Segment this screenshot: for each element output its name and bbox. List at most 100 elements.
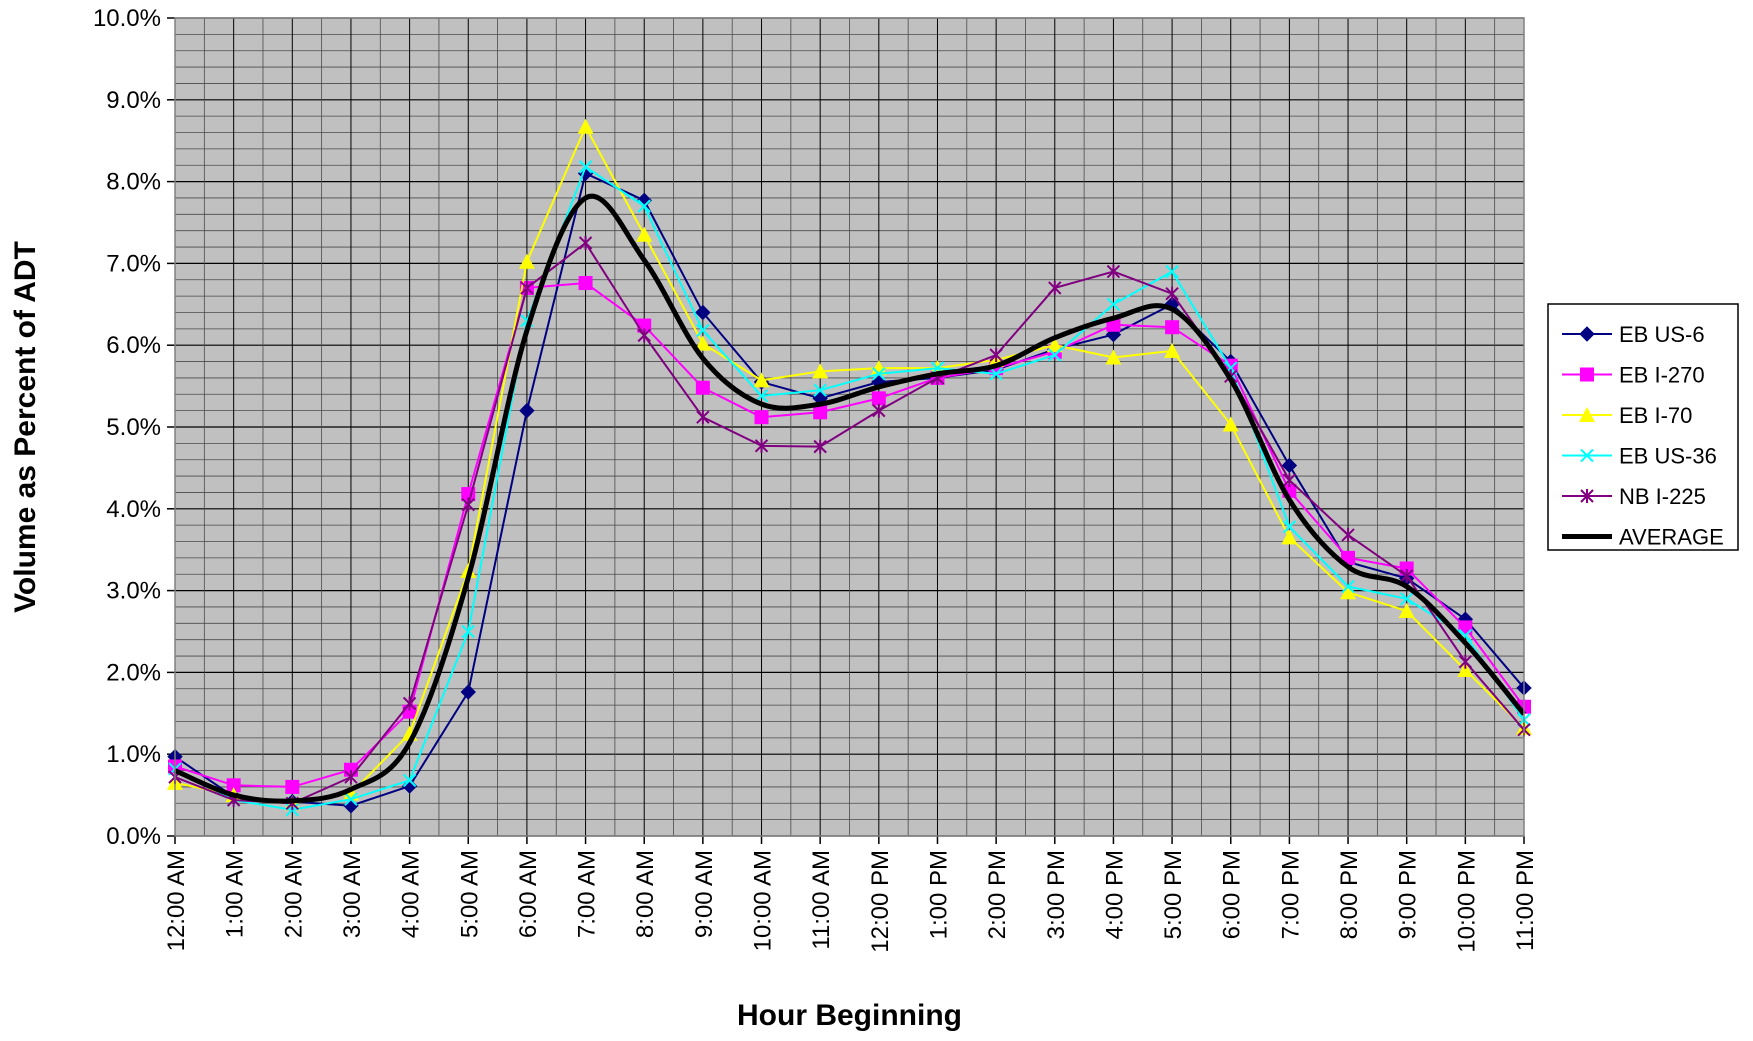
x-tick-label: 2:00 AM: [280, 850, 307, 938]
data-point-eb-i-70: [870, 360, 887, 376]
data-point-nb-i-225: [1165, 286, 1179, 301]
data-point-eb-i-270: [1165, 320, 1180, 335]
data-point-eb-us-6: [695, 304, 711, 321]
data-point-eb-i-70: [1222, 416, 1239, 432]
series-line-eb-i-70: [174, 124, 1525, 805]
series-average: [174, 193, 1526, 804]
data-point-nb-i-225: [637, 328, 651, 343]
marker-stroke: [1165, 264, 1179, 279]
x-tick-label: 3:00 AM: [339, 850, 366, 938]
data-point-eb-i-70: [636, 226, 653, 242]
data-point-eb-us-36: [1106, 297, 1121, 312]
y-tick-label: 1.0%: [106, 741, 161, 768]
x-tick-label: 4:00 AM: [398, 850, 425, 938]
data-point-eb-us-36: [637, 199, 651, 213]
gridlines: [174, 17, 1525, 837]
data-point-eb-i-70: [1281, 529, 1298, 545]
x-tick-label: 2:00 PM: [984, 850, 1011, 939]
x-tick-label: 10:00 AM: [750, 850, 777, 951]
legend-label: EB US-36: [1619, 444, 1717, 469]
marker-stroke: [1341, 579, 1355, 594]
data-point-eb-us-6: [1281, 457, 1298, 474]
data-point-nb-i-225: [1399, 568, 1414, 583]
x-tick-label: 9:00 AM: [691, 850, 718, 938]
marker-stroke: [637, 199, 651, 213]
marker-stroke: [461, 624, 475, 639]
y-tick-label: 5.0%: [106, 414, 161, 441]
x-axis-title: Hour Beginning: [737, 999, 962, 1032]
y-tick-label: 8.0%: [106, 169, 161, 196]
legend-label: AVERAGE: [1619, 525, 1724, 550]
legend-marker: [1580, 367, 1594, 382]
data-point-nb-i-225: [520, 280, 534, 295]
legend-box: [1547, 303, 1739, 551]
legend-marker: [1579, 326, 1595, 342]
series-line-eb-us-36: [174, 165, 1525, 811]
data-point-eb-us-36: [1048, 348, 1062, 362]
series-line-nb-i-225: [174, 241, 1525, 805]
y-tick-label: 10.0%: [93, 5, 161, 32]
data-point-eb-us-36: [1165, 264, 1179, 279]
data-point-eb-i-270: [226, 778, 241, 793]
data-point-eb-i-270: [754, 410, 769, 425]
data-point-nb-i-225: [989, 348, 1003, 363]
data-point-eb-i-70: [577, 118, 594, 134]
data-point-eb-us-36: [1399, 592, 1414, 606]
data-point-eb-i-70: [342, 785, 359, 801]
data-point-nb-i-225: [813, 439, 827, 454]
data-point-eb-us-36: [461, 624, 475, 639]
data-point-eb-i-270: [285, 779, 300, 794]
series-line-average: [174, 193, 1526, 804]
data-point-eb-i-70: [1340, 584, 1357, 600]
data-point-eb-i-70: [1105, 349, 1122, 365]
legend-item-eb-i-70: EB I-70: [1562, 403, 1692, 428]
data-point-eb-i-70: [812, 363, 829, 379]
data-point-nb-i-225: [754, 438, 769, 453]
data-point-eb-i-70: [1046, 337, 1063, 353]
data-point-eb-us-36: [1341, 579, 1355, 594]
legend-item-eb-i-270: EB I-270: [1562, 363, 1705, 388]
series-line-eb-i-270: [174, 282, 1525, 788]
legend-item-nb-i-225: NB I-225: [1562, 484, 1706, 509]
plot-frame: [174, 17, 1525, 837]
data-point-eb-i-70: [1457, 661, 1474, 677]
data-point-eb-us-36: [1282, 520, 1297, 534]
y-tick-label: 4.0%: [106, 496, 161, 523]
data-point-eb-i-70: [694, 335, 711, 351]
x-tick-label: 12:00 PM: [867, 850, 894, 953]
data-point-nb-i-225: [1048, 280, 1062, 295]
x-tick-label: 10:00 PM: [1453, 850, 1480, 953]
x-tick-label: 5:00 AM: [456, 850, 483, 938]
data-point-eb-i-270: [695, 380, 710, 395]
x-tick-label: 12:00 AM: [163, 850, 190, 951]
legend: EB US-6 EB I-270 EB I-70 EB US-36 NB I-225 AV…: [1547, 303, 1739, 551]
data-point-nb-i-225: [1106, 264, 1121, 279]
data-point-nb-i-225: [872, 403, 886, 418]
legend-label: NB I-225: [1619, 484, 1706, 509]
marker-stroke: [578, 160, 593, 174]
x-tick-label: 1:00 AM: [222, 850, 249, 938]
data-point-nb-i-225: [1282, 473, 1297, 488]
data-point-nb-i-225: [1458, 654, 1473, 669]
data-point-eb-us-36: [696, 323, 710, 338]
data-point-eb-us-36: [402, 773, 417, 788]
data-point-eb-i-270: [578, 276, 593, 291]
marker-stroke: [872, 367, 886, 381]
y-tick-label: 7.0%: [106, 250, 161, 277]
legend-marker: [1580, 489, 1594, 503]
x-tick-label: 11:00 PM: [1512, 850, 1539, 951]
legend-label: EB I-70: [1619, 403, 1692, 428]
x-tick-label: 8:00 AM: [632, 850, 659, 938]
legend-marker: [1579, 407, 1595, 422]
data-point-nb-i-225: [578, 235, 593, 250]
data-point-eb-us-36: [344, 792, 358, 806]
series-line-eb-us-6: [174, 172, 1525, 807]
marker-stroke: [344, 792, 358, 806]
legend-item-average: AVERAGE: [1562, 525, 1724, 550]
marker-stroke: [1106, 297, 1121, 312]
x-tick-label: 6:00 AM: [515, 850, 542, 938]
legend-marker: [1580, 448, 1594, 463]
marker-stroke: [1282, 520, 1297, 534]
